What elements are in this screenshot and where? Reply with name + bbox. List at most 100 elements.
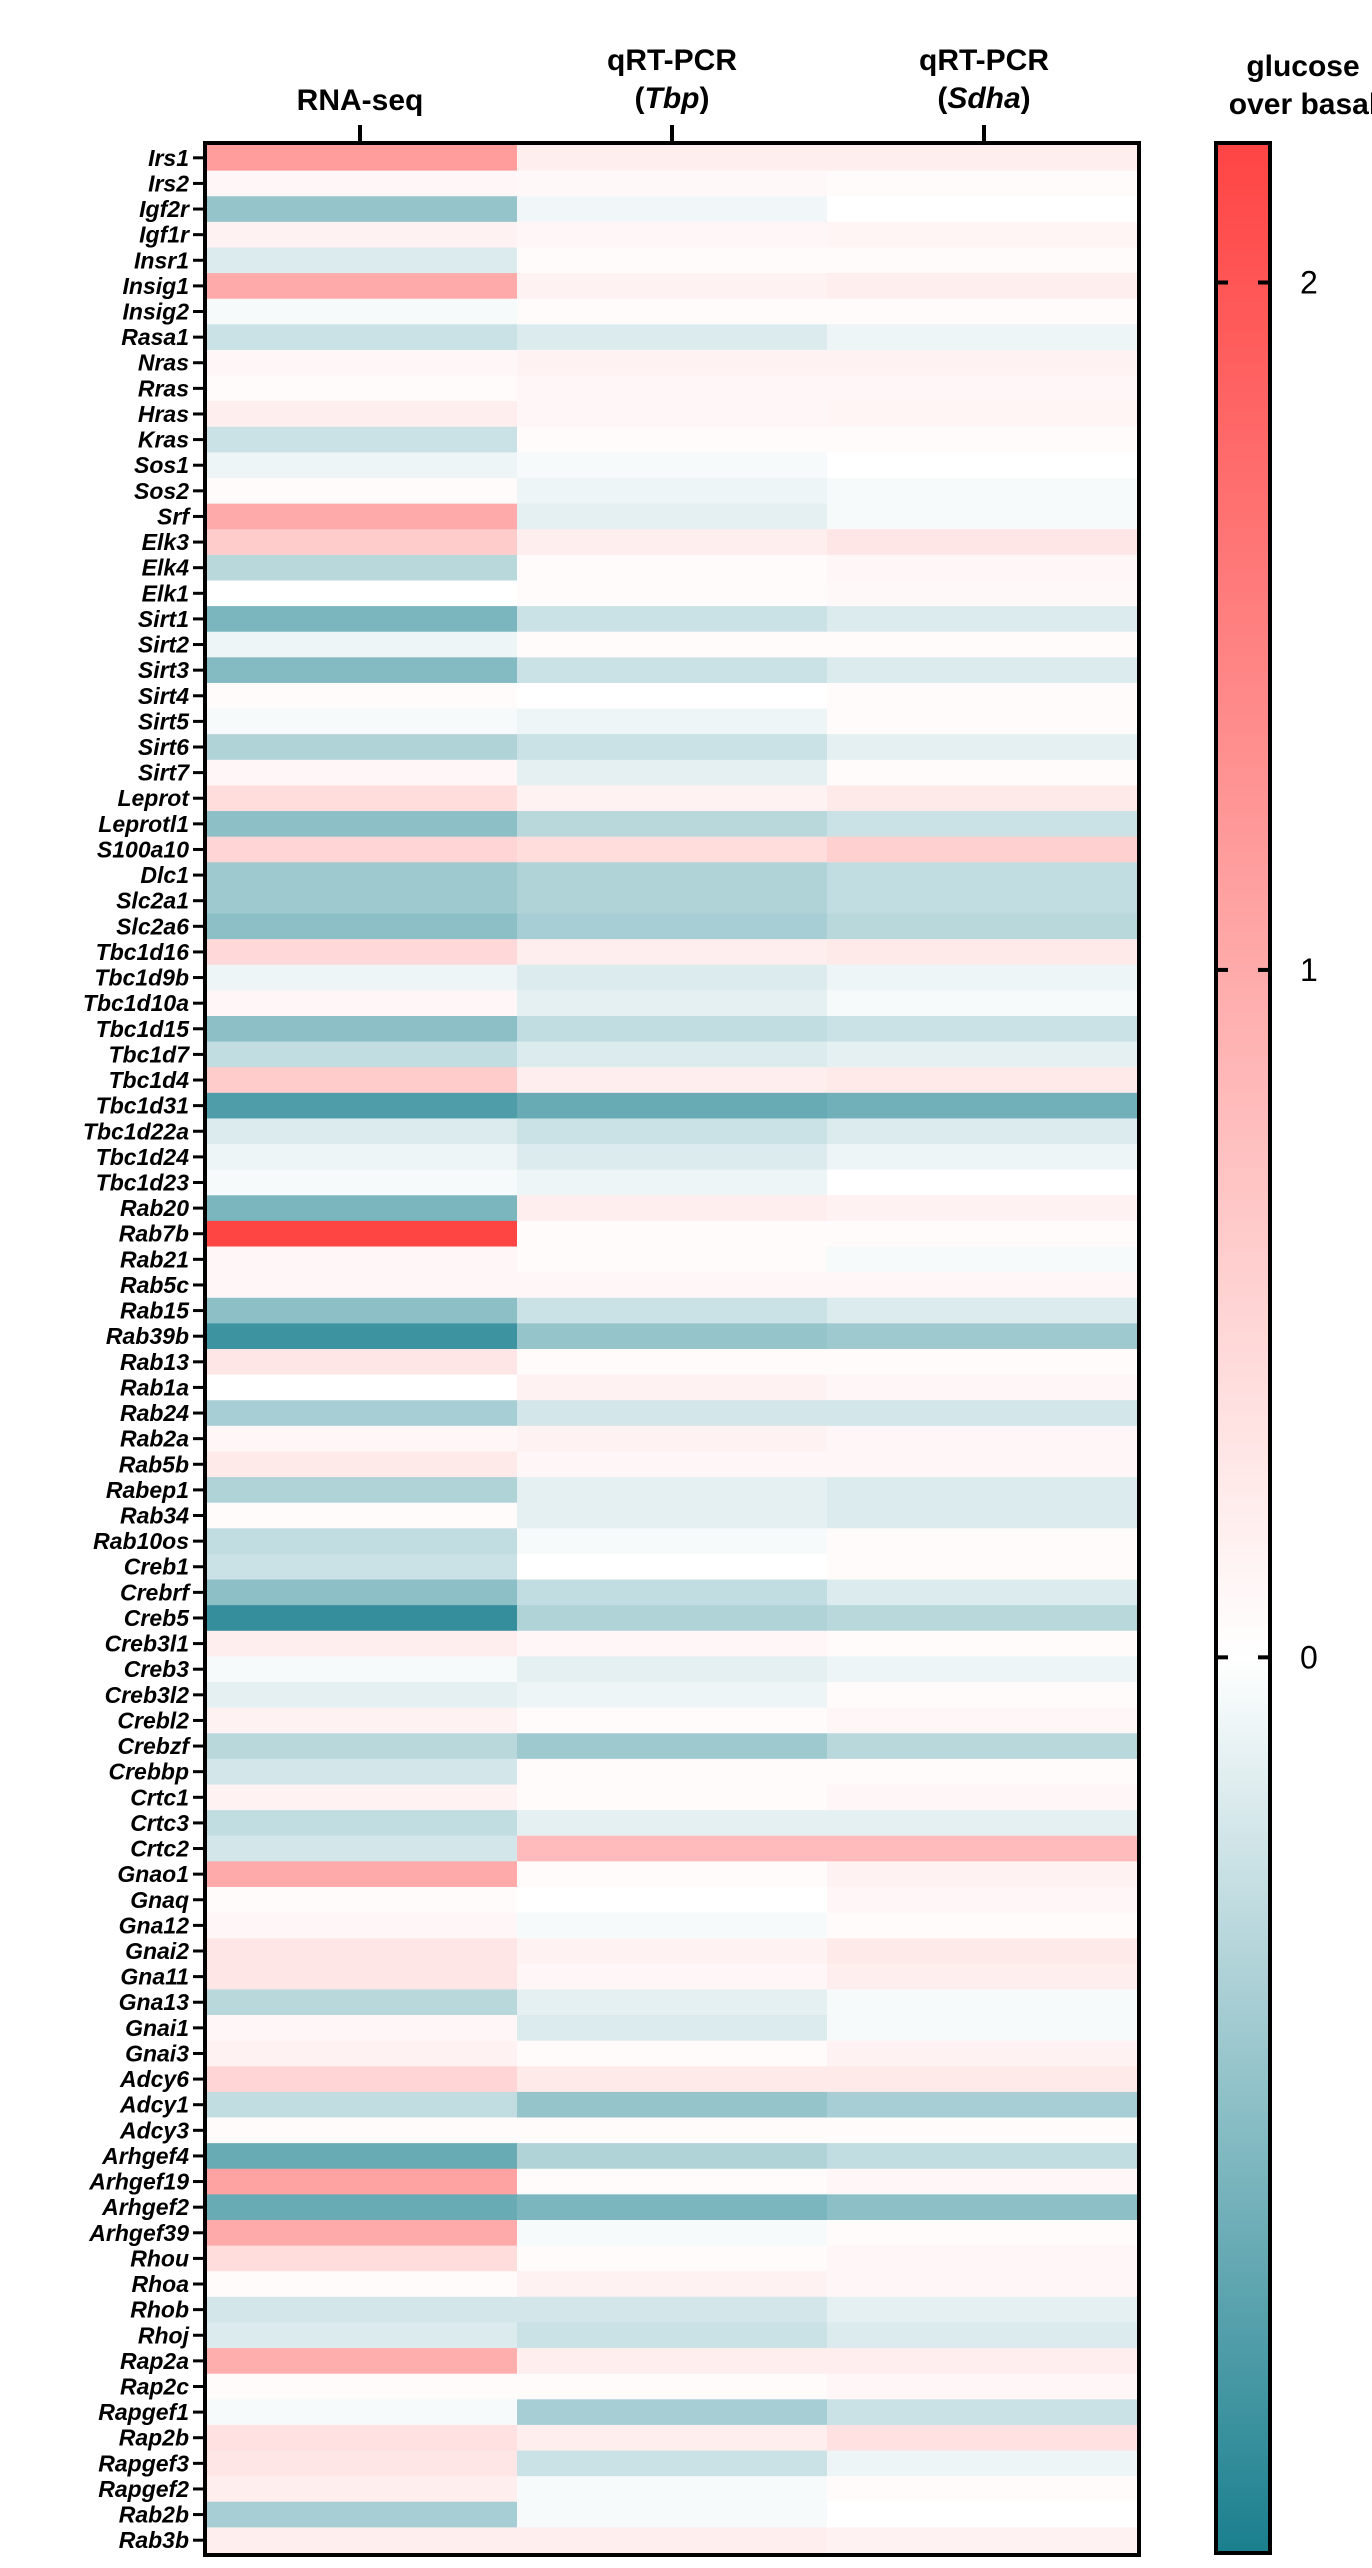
row-label: Arhgef39 bbox=[88, 2220, 189, 2246]
heatmap-cell bbox=[517, 1297, 828, 1324]
heatmap-cell bbox=[827, 1246, 1138, 1273]
row-label: Kras bbox=[138, 427, 189, 453]
heatmap-cell bbox=[827, 2143, 1138, 2170]
column-header-tbp-sub: (Tbp) bbox=[635, 82, 710, 115]
heatmap-cell bbox=[827, 1502, 1138, 1529]
row-label: Rab2a bbox=[120, 1426, 189, 1452]
heatmap-cell bbox=[517, 2066, 828, 2093]
heatmap-cell bbox=[517, 1630, 828, 1658]
heatmap-cell bbox=[827, 1963, 1138, 1991]
row-label: Rab39b bbox=[106, 1323, 189, 1349]
heatmap-cell bbox=[207, 1682, 518, 1709]
heatmap-cell bbox=[827, 1041, 1138, 1068]
row-label: Gna11 bbox=[120, 1964, 189, 1990]
row-label: Rab10os bbox=[93, 1528, 189, 1554]
heatmap-cell bbox=[827, 1118, 1138, 1145]
heatmap-cell bbox=[517, 2348, 828, 2375]
heatmap-cell bbox=[517, 1707, 828, 1734]
row-label: Sirt5 bbox=[138, 708, 190, 734]
heatmap-cell bbox=[517, 1758, 828, 1786]
heatmap-cell bbox=[207, 145, 518, 172]
row-label: Igf1r bbox=[139, 222, 190, 248]
heatmap-cell bbox=[517, 2117, 828, 2144]
row-label: Sirt4 bbox=[138, 683, 189, 709]
heatmap-cell bbox=[517, 529, 828, 556]
heatmap-cell bbox=[517, 1272, 828, 1299]
row-label: Elk4 bbox=[142, 555, 190, 581]
heatmap-cell bbox=[207, 375, 518, 402]
heatmap-cell bbox=[827, 811, 1138, 838]
colorbar-label-line1: glucose bbox=[1246, 50, 1359, 83]
row-label: Sirt7 bbox=[138, 760, 190, 786]
heatmap-cell bbox=[517, 1477, 828, 1504]
heatmap-cell bbox=[517, 836, 828, 863]
column-ticks bbox=[358, 125, 986, 143]
row-label: Insr1 bbox=[134, 247, 189, 273]
heatmap-cell bbox=[517, 2091, 828, 2119]
heatmap-cell bbox=[827, 1784, 1138, 1811]
heatmap-cell bbox=[827, 221, 1138, 249]
row-label: Rab3b bbox=[119, 2527, 189, 2553]
row-label: Tbc1d4 bbox=[108, 1067, 189, 1093]
heatmap-cell bbox=[207, 1784, 518, 1811]
row-label: Tbc1d15 bbox=[96, 1016, 191, 1042]
heatmap-cell bbox=[827, 1861, 1138, 1888]
heatmap-cell bbox=[207, 1579, 518, 1606]
heatmap-cell bbox=[207, 1195, 518, 1222]
heatmap-cell bbox=[517, 298, 828, 325]
row-label: Gnaq bbox=[130, 1887, 189, 1913]
heatmap-cell bbox=[207, 1092, 518, 1120]
row-label: Hras bbox=[138, 401, 189, 427]
heatmap-cell bbox=[827, 1374, 1138, 1401]
heatmap-cell bbox=[517, 503, 828, 530]
row-label: Rras bbox=[138, 375, 189, 401]
heatmap-cell bbox=[207, 1963, 518, 1991]
row-label: Crebrf bbox=[120, 1579, 191, 1605]
row-label: Rapgef1 bbox=[98, 2399, 189, 2425]
heatmap-cell bbox=[827, 2015, 1138, 2042]
heatmap-cell bbox=[517, 1989, 828, 2016]
column-header-sdha: qRT-PCR bbox=[919, 44, 1049, 77]
row-label: Rab2b bbox=[119, 2502, 189, 2528]
heatmap-cell bbox=[517, 2501, 828, 2528]
heatmap-cell bbox=[827, 2040, 1138, 2067]
heatmap-cell bbox=[517, 939, 828, 966]
heatmap-cell bbox=[517, 1092, 828, 1120]
heatmap-cell bbox=[827, 1195, 1138, 1222]
row-label: Elk1 bbox=[142, 580, 189, 606]
heatmap-cell bbox=[207, 196, 518, 223]
heatmap-cell bbox=[827, 554, 1138, 582]
row-label: Leprot bbox=[117, 785, 190, 811]
row-label: Crebl2 bbox=[117, 1707, 189, 1733]
heatmap-cell bbox=[207, 426, 518, 454]
heatmap-cell bbox=[517, 196, 828, 223]
heatmap-cell bbox=[207, 1630, 518, 1658]
heatmap-cell bbox=[207, 2168, 518, 2195]
colorbar-label-line2: over basal bbox=[1229, 88, 1372, 121]
heatmap-cell bbox=[207, 682, 518, 710]
heatmap-cell bbox=[517, 1067, 828, 1094]
heatmap-cell bbox=[827, 1067, 1138, 1094]
heatmap-cell bbox=[517, 349, 828, 377]
heatmap-cell bbox=[517, 145, 828, 172]
heatmap-cell bbox=[827, 1989, 1138, 2016]
row-label: Insig1 bbox=[123, 273, 189, 299]
heatmap-cell bbox=[827, 1323, 1138, 1350]
heatmap-cell bbox=[517, 1220, 828, 1248]
heatmap-cell bbox=[827, 682, 1138, 710]
heatmap-cell bbox=[207, 1707, 518, 1734]
row-label: Creb1 bbox=[124, 1554, 189, 1580]
heatmap-cell bbox=[517, 657, 828, 684]
heatmap-cell bbox=[827, 1835, 1138, 1862]
heatmap-cell bbox=[207, 1835, 518, 1862]
heatmap-cell bbox=[827, 2348, 1138, 2375]
heatmap-cell bbox=[207, 811, 518, 838]
colorbar-tick-label: 0 bbox=[1300, 1639, 1318, 1675]
heatmap-cell bbox=[827, 1169, 1138, 1196]
heatmap-cell bbox=[827, 580, 1138, 607]
heatmap-cell bbox=[517, 1912, 828, 1939]
heatmap-cell bbox=[207, 913, 518, 940]
row-label: Rasa1 bbox=[121, 324, 189, 350]
heatmap-cell bbox=[827, 759, 1138, 787]
